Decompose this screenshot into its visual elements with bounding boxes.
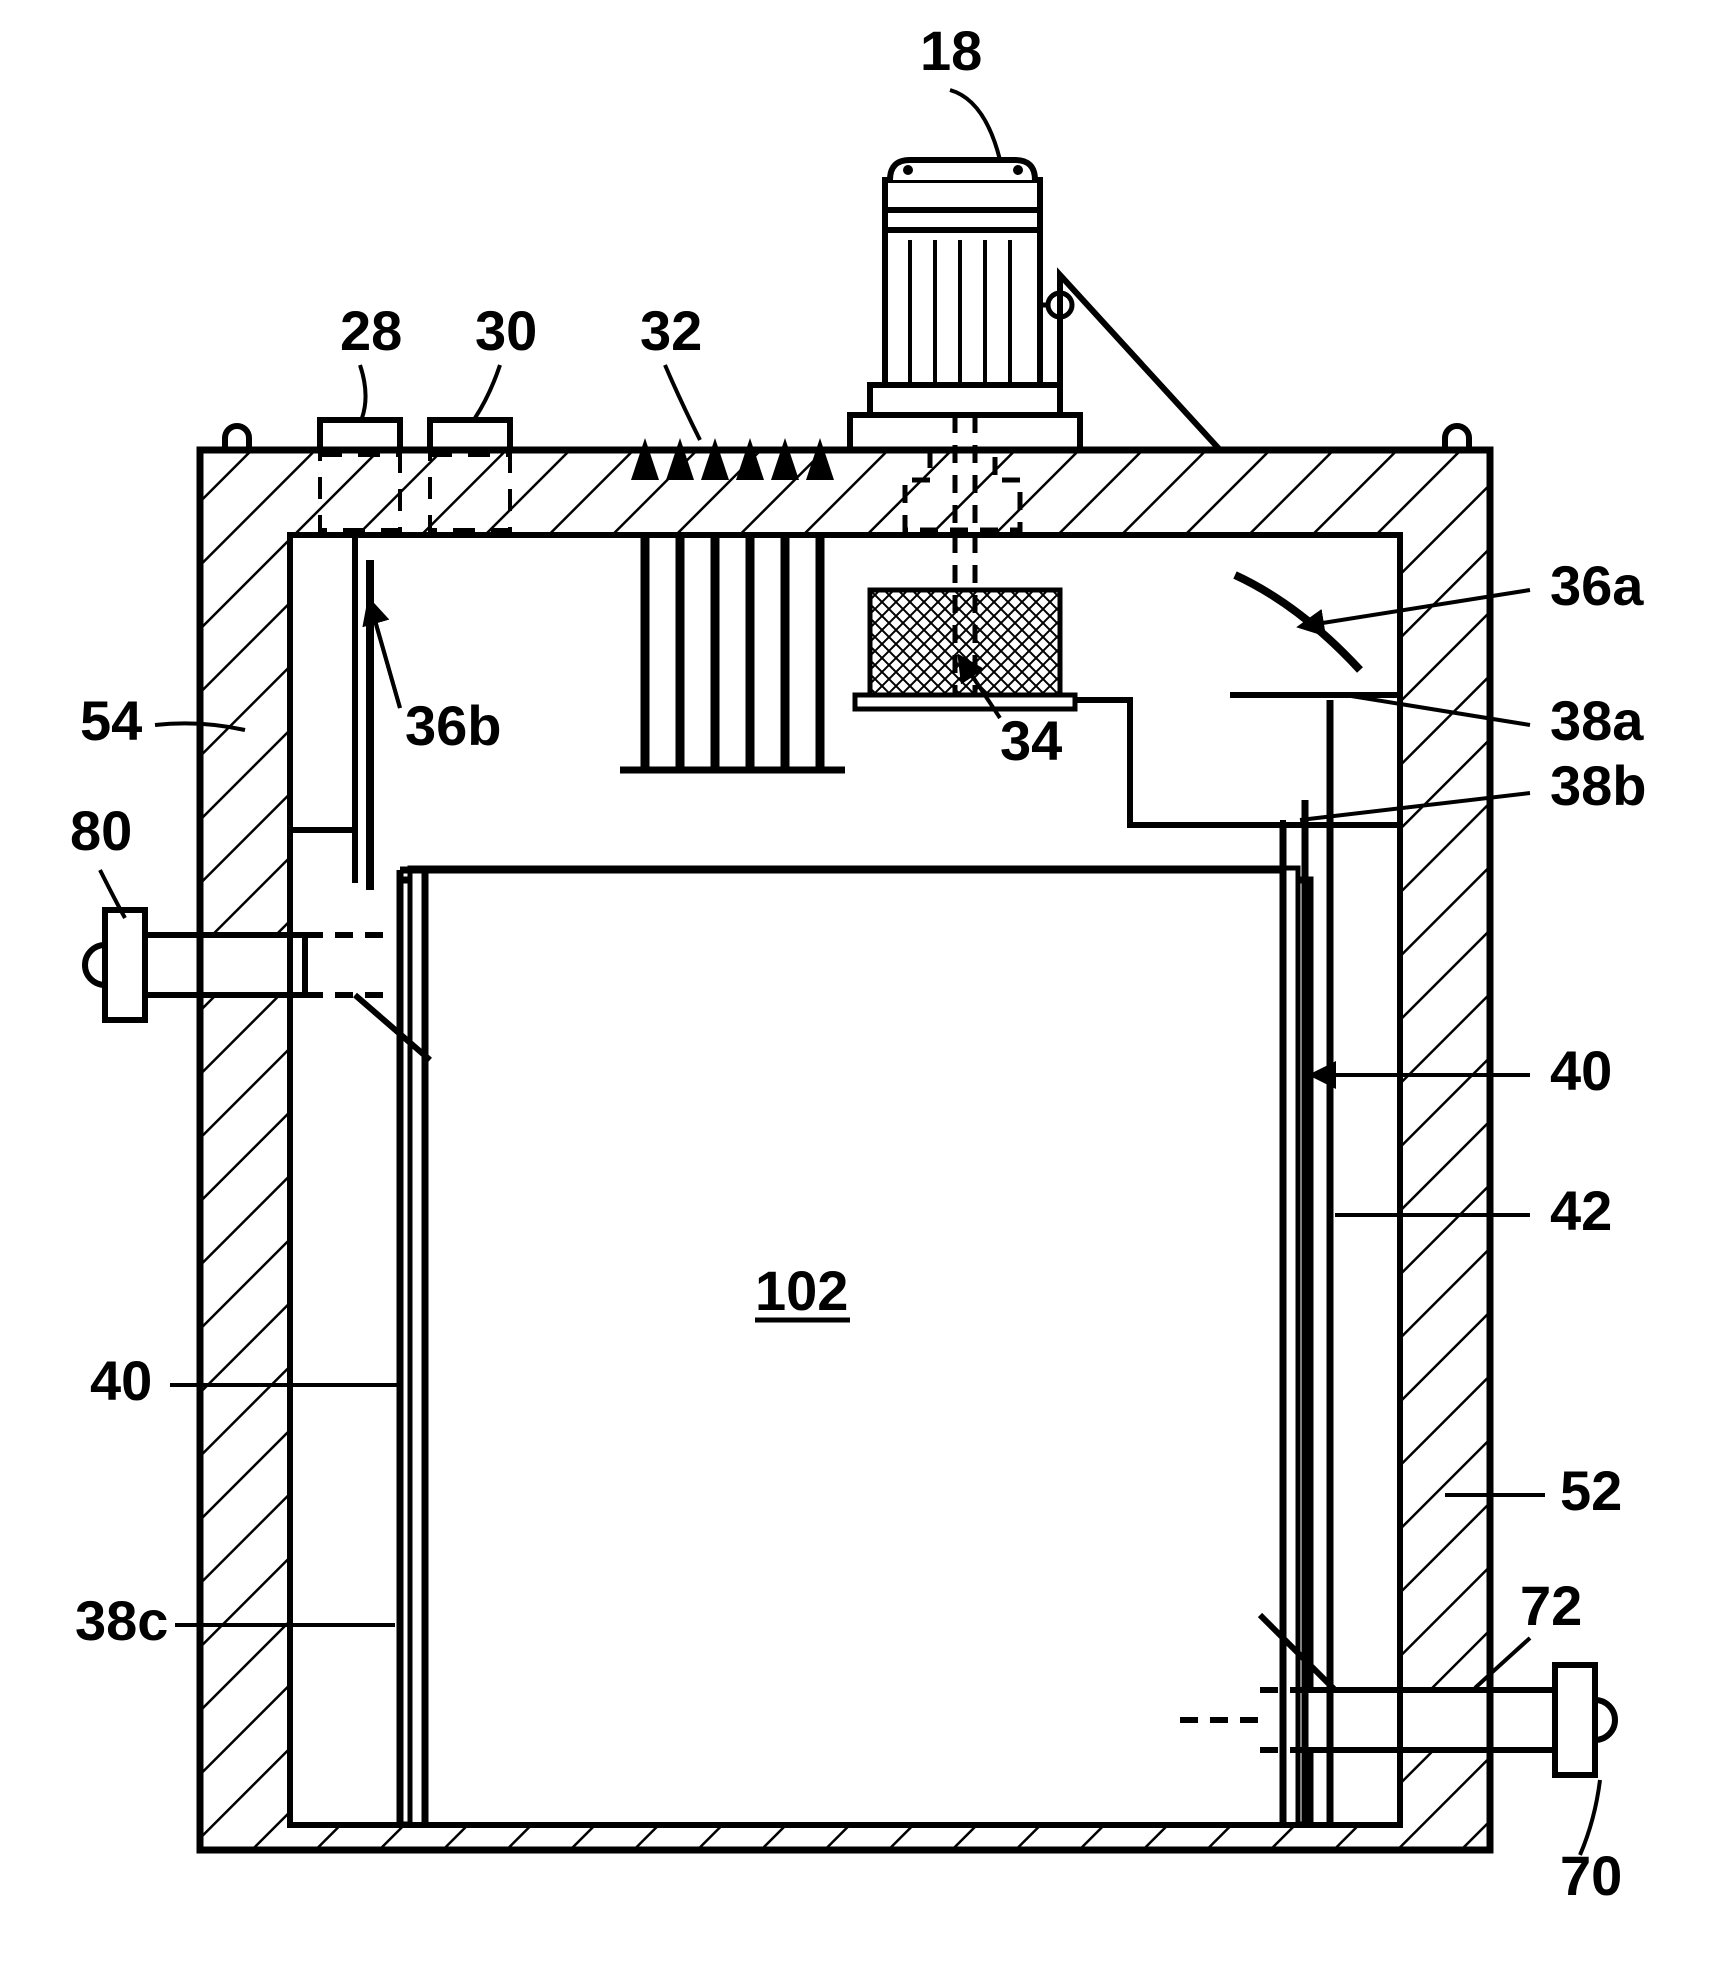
label-54: 54	[80, 689, 142, 752]
deck-mounts	[320, 420, 510, 450]
label-28: 28	[340, 299, 402, 362]
label-40: 40	[90, 1349, 152, 1412]
label-18: 18	[920, 19, 982, 82]
label-32: 32	[640, 299, 702, 362]
label-30: 30	[475, 299, 537, 362]
label-72: 72	[1520, 1574, 1582, 1637]
label-36b: 36b	[405, 694, 502, 757]
label-40: 40	[1550, 1039, 1612, 1102]
label-80: 80	[70, 799, 132, 862]
label-36a: 36a	[1550, 554, 1644, 617]
label-38a: 38a	[1550, 689, 1644, 752]
label-38b: 38b	[1550, 754, 1647, 817]
label-52: 52	[1560, 1459, 1622, 1522]
label-102: 102	[755, 1259, 848, 1322]
label-38c: 38c	[75, 1589, 168, 1652]
label-42: 42	[1550, 1179, 1612, 1242]
label-70: 70	[1560, 1844, 1622, 1907]
label-34: 34	[1000, 709, 1062, 772]
